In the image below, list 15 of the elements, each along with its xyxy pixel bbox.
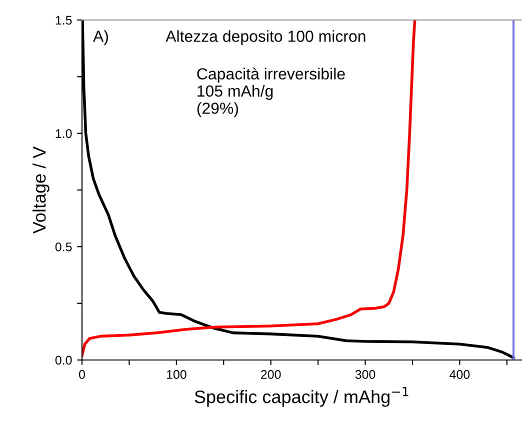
y-tick-label: 0.5: [55, 242, 72, 252]
line-series: [82, 20, 416, 357]
x-tick-label: 100: [166, 370, 186, 379]
y-tick-label: 0.0: [55, 356, 72, 365]
y-tick-label: 1.5: [56, 16, 72, 25]
x-axis-title: Specific capacity / mAhg$^{−1}$: [194, 386, 408, 407]
y-axis-title: Voltage / V: [32, 146, 50, 234]
annotation: Capacità irreversibile 105 mAh/g (29%): [197, 68, 345, 118]
x-tick-label: 400: [450, 370, 470, 379]
x-tick-label: 200: [261, 370, 281, 379]
annotation: Altezza deposito 100 micron: [166, 30, 366, 46]
annotation: A): [93, 30, 108, 46]
y-tick-label: 1.0: [56, 129, 72, 138]
x-tick-label: 300: [355, 370, 376, 379]
x-tick-label: 0: [79, 370, 85, 379]
